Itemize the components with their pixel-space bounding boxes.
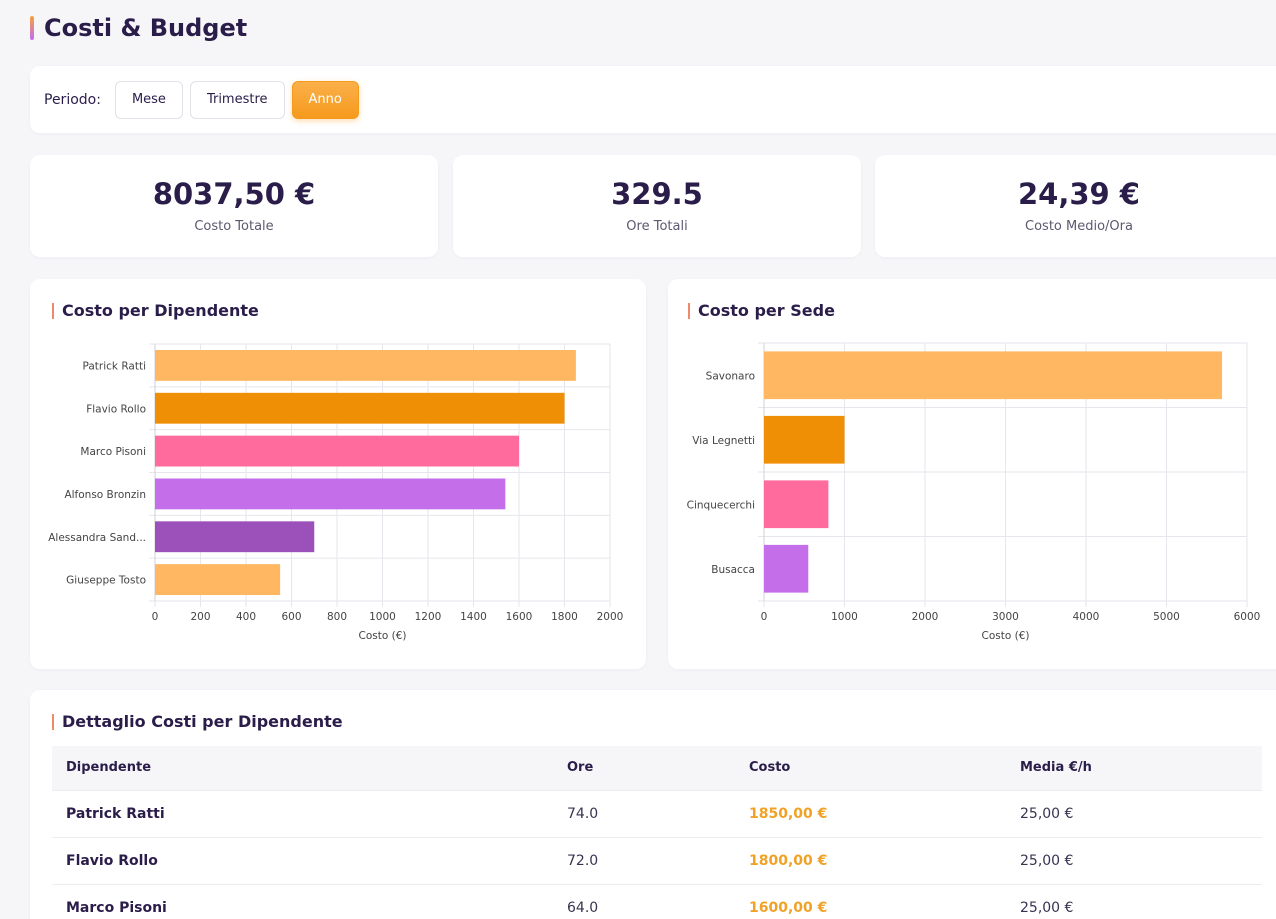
tick-label: 1000	[831, 611, 858, 623]
chart-title-employee: Costo per Dipendente	[52, 301, 259, 320]
stat-card-avg-cost: 24,39 € Costo Medio/Ora	[875, 155, 1276, 257]
table-row: Marco Pisoni 64.0 1600,00 € 25,00 €	[52, 883, 1262, 919]
tick-label: 5000	[1153, 611, 1180, 623]
tick-label: 2000	[912, 611, 939, 623]
tick-label: 1400	[460, 611, 487, 623]
cell-hours: 64.0	[553, 883, 735, 919]
tick-label: 4000	[1073, 611, 1100, 623]
cell-cost: 1800,00 €	[735, 836, 1006, 884]
table-title-text: Dettaglio Costi per Dipendente	[62, 712, 343, 731]
col-header-cost[interactable]: Costo	[749, 760, 791, 776]
title-accent	[30, 16, 34, 40]
bar	[764, 351, 1223, 400]
cost-detail-card: Dettaglio Costi per Dipendente Dipendent…	[30, 690, 1276, 919]
stat-card-total-cost: 8037,50 € Costo Totale	[30, 155, 438, 257]
bar	[764, 415, 845, 464]
bar	[764, 544, 809, 593]
tick-label: 600	[281, 611, 301, 623]
stat-value: 24,39 €	[1017, 177, 1140, 211]
cell-employee: Flavio Rollo	[52, 836, 553, 884]
table-header-row: Dipendente Ore Costo Media €/h	[52, 746, 1262, 790]
stat-value: 8037,50 €	[152, 177, 316, 211]
cell-cost: 1850,00 €	[735, 789, 1006, 837]
stat-label: Costo Totale	[194, 219, 274, 234]
bar	[764, 480, 829, 529]
tick-label: 1200	[415, 611, 442, 623]
title-accent	[688, 302, 690, 319]
cell-avg: 25,00 €	[1006, 789, 1262, 837]
category-label: Savonaro	[706, 370, 755, 382]
category-label: Busacca	[711, 564, 755, 576]
x-axis-label: Costo (€)	[359, 630, 407, 642]
location-cost-chart: Savonaro Via Legnetti Cinquecerchi Busacca 0…	[687, 342, 1261, 642]
chart-title-text: Costo per Sede	[698, 301, 835, 320]
tick-label: 2000	[597, 611, 624, 623]
bar	[155, 564, 281, 596]
stat-label: Ore Totali	[626, 219, 688, 234]
category-label: Via Legnetti	[692, 435, 755, 447]
chart-card-location: Costo per Sede Savonaro Via Legnetti Cinqu…	[668, 279, 1276, 669]
tick-label: 1600	[506, 611, 533, 623]
category-label: Alessandra Sand...	[48, 532, 146, 544]
chart-title-location: Costo per Sede	[688, 301, 835, 320]
period-month-button[interactable]: Mese	[114, 80, 183, 119]
cell-employee: Patrick Ratti	[52, 789, 553, 837]
bar	[155, 349, 576, 381]
tick-label: 3000	[992, 611, 1019, 623]
x-axis-label: Costo (€)	[982, 630, 1030, 642]
category-label: Marco Pisoni	[80, 446, 146, 458]
cell-employee: Marco Pisoni	[52, 883, 553, 919]
col-header-avg[interactable]: Media €/h	[1020, 760, 1092, 776]
stat-label: Costo Medio/Ora	[1025, 219, 1133, 234]
table-row: Flavio Rollo 72.0 1800,00 € 25,00 €	[52, 836, 1262, 884]
cell-hours: 74.0	[553, 789, 735, 837]
cell-hours: 72.0	[553, 836, 735, 884]
bar	[155, 435, 519, 467]
category-label: Giuseppe Tosto	[66, 575, 146, 587]
title-accent	[52, 713, 54, 730]
tick-label: 0	[152, 611, 159, 623]
tick-label: 0	[761, 611, 768, 623]
category-label: Flavio Rollo	[86, 403, 146, 415]
cell-avg: 25,00 €	[1006, 836, 1262, 884]
period-filter: Periodo: Mese Trimestre Anno	[30, 66, 1276, 133]
tick-label: 400	[236, 611, 256, 623]
tick-label: 200	[190, 611, 210, 623]
category-label: Cinquecerchi	[687, 499, 755, 511]
tick-label: 800	[327, 611, 347, 623]
bar	[155, 478, 506, 510]
col-header-employee[interactable]: Dipendente	[66, 760, 152, 776]
stat-value: 329.5	[611, 177, 703, 211]
chart-title-text: Costo per Dipendente	[62, 301, 259, 320]
table-row: Patrick Ratti 74.0 1850,00 € 25,00 €	[52, 789, 1262, 837]
page-header: Costi & Budget	[30, 14, 247, 42]
chart-card-employee: Costo per Dipendente Patrick Ratti Flavio…	[30, 279, 646, 669]
tick-label: 1000	[369, 611, 396, 623]
title-accent	[52, 302, 54, 319]
employee-cost-chart: Patrick Ratti Flavio Rollo Marco Pisoni Alf…	[48, 343, 624, 642]
period-year-button[interactable]: Anno	[291, 80, 359, 119]
col-header-hours[interactable]: Ore	[567, 760, 594, 776]
category-label: Patrick Ratti	[83, 360, 147, 372]
bar	[155, 392, 565, 424]
table-title: Dettaglio Costi per Dipendente	[52, 712, 343, 731]
cell-avg: 25,00 €	[1006, 883, 1262, 919]
stat-card-total-hours: 329.5 Ore Totali	[453, 155, 861, 257]
period-quarter-button[interactable]: Trimestre	[189, 80, 285, 119]
tick-label: 6000	[1234, 611, 1261, 623]
period-label: Periodo:	[44, 91, 101, 108]
tick-label: 1800	[551, 611, 578, 623]
category-label: Alfonso Bronzin	[64, 489, 146, 501]
cell-cost: 1600,00 €	[735, 883, 1006, 919]
cost-detail-table: Dipendente Ore Costo Media €/h Patrick R…	[52, 746, 1262, 919]
bar	[155, 521, 315, 553]
page-title: Costi & Budget	[44, 14, 248, 42]
